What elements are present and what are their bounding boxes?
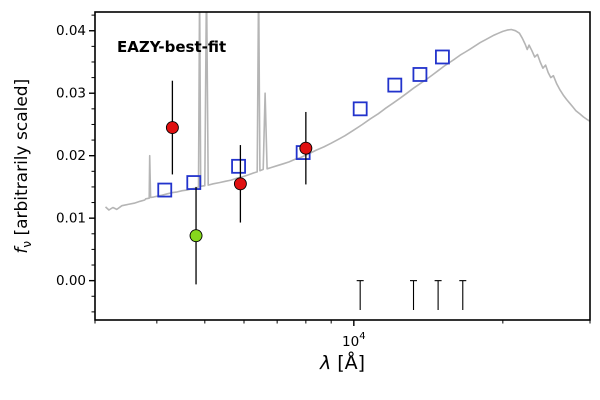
annotation-eazy-best-fit: EAZY-best-fit: [117, 38, 226, 56]
x-axis-label-units: [Å]: [331, 352, 366, 374]
model-photometry-square: [352, 101, 368, 117]
observed-photometry-point: [299, 141, 313, 155]
y-tick-label: 0.02: [56, 148, 86, 164]
model-photometry-square: [435, 49, 450, 65]
model-photometry-square: [186, 175, 202, 190]
y-axis-label-rest: [arbitrarily scaled]: [11, 78, 32, 241]
axes-frame: [94, 11, 591, 321]
model-photometry-square: [157, 182, 173, 198]
x-axis-label-lambda: λ: [319, 352, 332, 374]
flagged-photometry-point: [189, 229, 203, 243]
best-fit-spectrum-line: [104, 12, 590, 211]
y-axis-label: fν [arbitrarily scaled]: [12, 6, 34, 326]
observed-photometry-point: [165, 121, 179, 135]
y-tick-label: 0.04: [56, 23, 86, 39]
x-tick-label: 104: [342, 331, 366, 350]
plot-area: [104, 12, 590, 311]
model-photometry-square: [231, 158, 246, 174]
y-tick-label: 0.00: [56, 273, 86, 289]
y-tick-label: 0.03: [56, 86, 86, 102]
y-tick-label: 0.01: [56, 211, 86, 227]
y-axis-label-f: f: [11, 247, 32, 254]
observed-photometry-point: [233, 177, 247, 191]
model-photometry-square: [412, 67, 428, 82]
chart-layer: 0.00 0.01 0.02 0.03 0.04 104: [56, 11, 591, 350]
model-photometry-square: [387, 77, 403, 93]
y-axis-label-nu: ν: [20, 240, 35, 248]
x-axis-label: λ [Å]: [95, 352, 590, 374]
